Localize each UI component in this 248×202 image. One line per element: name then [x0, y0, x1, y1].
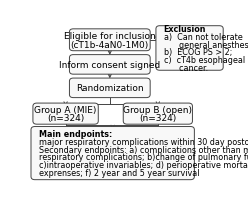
FancyBboxPatch shape — [123, 104, 192, 125]
Text: Main endpoints:: Main endpoints: — [39, 129, 112, 139]
Text: Group B (open): Group B (open) — [123, 105, 192, 114]
Text: respiratory complications; b)change of pulmonary function;: respiratory complications; b)change of p… — [39, 153, 248, 162]
Text: Eligible for inclusion: Eligible for inclusion — [64, 32, 156, 41]
Text: Randomization: Randomization — [76, 84, 144, 93]
FancyBboxPatch shape — [69, 55, 150, 75]
Text: exprenses; f) 2 year and 5 year survival: exprenses; f) 2 year and 5 year survival — [39, 168, 199, 177]
FancyBboxPatch shape — [31, 127, 194, 180]
Text: Exclusion: Exclusion — [164, 25, 206, 34]
Text: general anesthesia;: general anesthesia; — [164, 40, 248, 49]
Text: Secondary endpoints: a) complications other than major: Secondary endpoints: a) complications ot… — [39, 145, 248, 154]
FancyBboxPatch shape — [33, 104, 98, 125]
Text: Inform consent signed: Inform consent signed — [59, 61, 160, 69]
Text: c)  cT4b esophageal: c) cT4b esophageal — [164, 56, 245, 65]
Text: b)  ECOG PS > 2;: b) ECOG PS > 2; — [164, 48, 232, 57]
Text: (n=324): (n=324) — [47, 114, 84, 123]
Text: c)intraoperative invariables; d) perioperative mortality; e): c)intraoperative invariables; d) periope… — [39, 160, 248, 169]
Text: (cT1b-4aN0-1M0): (cT1b-4aN0-1M0) — [71, 40, 149, 49]
Text: a)  Can not tolerate: a) Can not tolerate — [164, 33, 242, 42]
FancyBboxPatch shape — [69, 30, 150, 52]
Text: cancer.: cancer. — [164, 64, 208, 73]
FancyBboxPatch shape — [156, 27, 223, 71]
Text: (n=324): (n=324) — [139, 114, 177, 123]
Text: Group A (MIE): Group A (MIE) — [34, 105, 97, 114]
Text: major respiratory complications within 30 day postoperatively: major respiratory complications within 3… — [39, 137, 248, 146]
FancyBboxPatch shape — [69, 79, 150, 98]
